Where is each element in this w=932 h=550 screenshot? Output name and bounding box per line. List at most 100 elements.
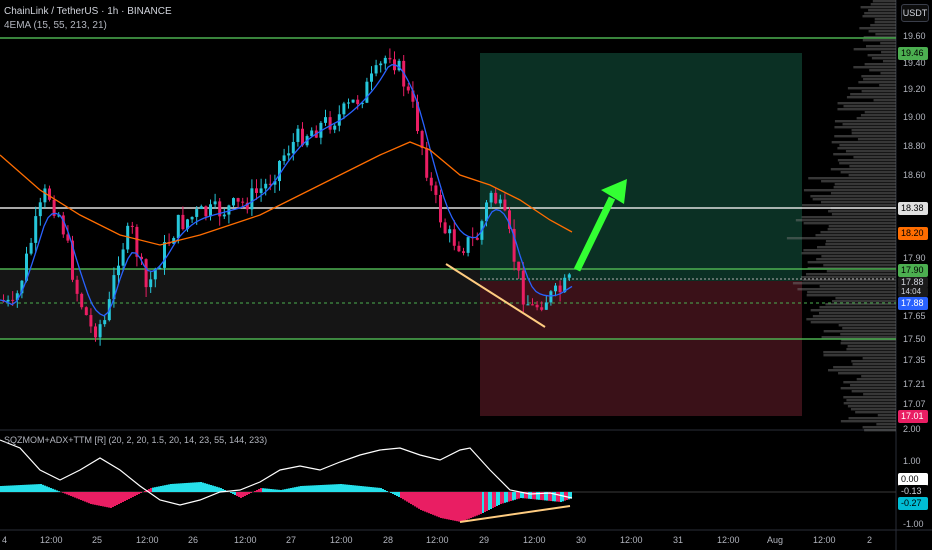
candle-body: [172, 238, 176, 244]
volume-profile-bar: [862, 426, 896, 429]
volume-profile-bar: [841, 339, 896, 342]
volume-profile-bar: [810, 309, 896, 312]
volume-profile-bar: [861, 75, 896, 78]
volume-profile-bar: [858, 81, 896, 84]
volume-profile-bar: [823, 351, 896, 354]
volume-profile-bar: [810, 321, 896, 324]
price-tag-green-mid: 17.90: [898, 264, 928, 277]
histogram-bar: [248, 492, 250, 494]
volume-profile-bar: [847, 405, 896, 408]
time-tick: 12:00: [234, 535, 257, 545]
histogram-bar: [538, 492, 540, 500]
volume-profile-bar: [882, 60, 896, 63]
histogram-bar: [290, 488, 292, 492]
volume-profile-bar: [851, 360, 896, 363]
time-tick: 26: [188, 535, 199, 545]
histogram-bar: [472, 492, 474, 518]
price-tick: 19.60: [903, 31, 926, 41]
histogram-bar: [52, 488, 54, 492]
indicator-label[interactable]: 4EMA (15, 55, 213, 21): [4, 20, 107, 31]
volume-profile-bar: [880, 72, 896, 75]
volume-profile-bar: [869, 69, 896, 72]
histogram-bar: [566, 492, 568, 500]
histogram-bar: [308, 485, 310, 492]
candle-body: [278, 160, 281, 182]
histogram-bar: [508, 492, 510, 502]
candle-body: [337, 114, 341, 126]
volume-profile-bar: [825, 303, 896, 306]
histogram-bar: [206, 483, 208, 492]
volume-profile-bar: [879, 84, 896, 87]
candle-body: [489, 192, 493, 203]
price-tick: 18.60: [903, 170, 926, 180]
histogram-bar: [84, 492, 86, 502]
histogram-bar: [372, 487, 374, 492]
histogram-bar: [70, 492, 72, 496]
volume-profile-bar: [835, 297, 896, 300]
time-tick: 27: [286, 535, 297, 545]
histogram-bar: [302, 485, 304, 492]
histogram-bar: [488, 492, 490, 510]
volume-profile-bar: [826, 270, 896, 273]
symbol-title[interactable]: ChainLink / TetherUS · 1h · BINANCE: [4, 6, 172, 17]
histogram-bar: [558, 492, 560, 502]
volume-profile-bar: [807, 267, 896, 270]
histogram-bar: [442, 492, 444, 519]
histogram-bar: [352, 485, 354, 492]
volume-profile-bar: [860, 114, 896, 117]
volume-profile-bar: [843, 105, 896, 108]
time-tick: 4: [2, 535, 8, 545]
histogram-bar: [390, 492, 392, 493]
volume-profile-bar: [851, 132, 896, 135]
candle-body: [273, 181, 277, 185]
histogram-bar: [304, 485, 306, 492]
histogram-bar: [170, 484, 172, 492]
volume-profile-bar: [817, 246, 896, 249]
histogram-bar: [116, 492, 118, 505]
candle-body: [98, 324, 102, 338]
histogram-bar: [440, 492, 442, 518]
histogram-bar: [506, 492, 508, 503]
histogram-bar: [562, 492, 564, 502]
volume-profile-bar: [873, 99, 896, 102]
volume-profile-bar: [851, 390, 896, 393]
histogram-bar: [24, 484, 26, 492]
histogram-bar: [392, 492, 394, 494]
histogram-bar: [322, 484, 324, 492]
currency-button[interactable]: USDT: [901, 4, 929, 22]
histogram-bar: [128, 492, 130, 499]
volume-profile-bar: [842, 327, 896, 330]
candle-body: [126, 225, 130, 250]
volume-profile-bar: [828, 225, 896, 228]
candle-body: [57, 215, 61, 217]
histogram-bar: [522, 492, 524, 499]
candle-body: [567, 274, 571, 278]
histogram-bar: [238, 492, 240, 497]
volume-profile-bar: [819, 285, 896, 288]
histogram-bar: [216, 486, 218, 492]
price-tick: 17.07: [903, 399, 926, 409]
histogram-bar: [18, 485, 20, 492]
histogram-bar: [86, 492, 88, 503]
histogram-bar: [34, 484, 36, 492]
histogram-bar: [154, 487, 156, 492]
osc-tag-val2: -0.27: [898, 497, 928, 510]
histogram-bar: [192, 482, 194, 492]
volume-profile-bar: [864, 429, 896, 432]
candle-body: [232, 198, 235, 206]
candle-body: [282, 155, 286, 161]
histogram-bar: [110, 492, 112, 508]
candle-body: [218, 201, 222, 217]
histogram-bar: [40, 484, 42, 492]
volume-profile-bar: [831, 141, 896, 144]
volume-profile-bar: [820, 231, 896, 234]
histogram-bar: [54, 489, 56, 492]
sub-indicator-label[interactable]: SQZMOM+ADX+TTM [R] (20, 2, 20, 1.5, 20, …: [4, 435, 268, 445]
histogram-bar: [162, 485, 164, 492]
histogram-bar: [454, 492, 456, 521]
volume-profile-bar: [801, 204, 896, 207]
histogram-bar: [112, 492, 114, 507]
volume-profile-bar: [802, 279, 896, 282]
price-tick: 19.00: [903, 112, 926, 122]
